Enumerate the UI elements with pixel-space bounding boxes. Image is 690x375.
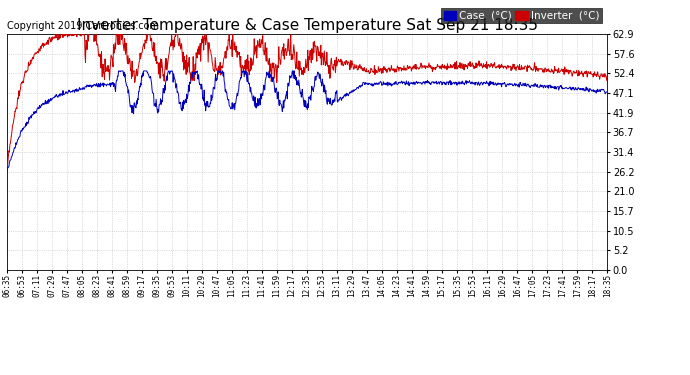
- Text: Copyright 2019 Cartronics.com: Copyright 2019 Cartronics.com: [7, 21, 159, 31]
- Title: Inverter Temperature & Case Temperature Sat Sep 21 18:35: Inverter Temperature & Case Temperature …: [77, 18, 538, 33]
- Legend: Case  (°C), Inverter  (°C): Case (°C), Inverter (°C): [441, 8, 602, 24]
